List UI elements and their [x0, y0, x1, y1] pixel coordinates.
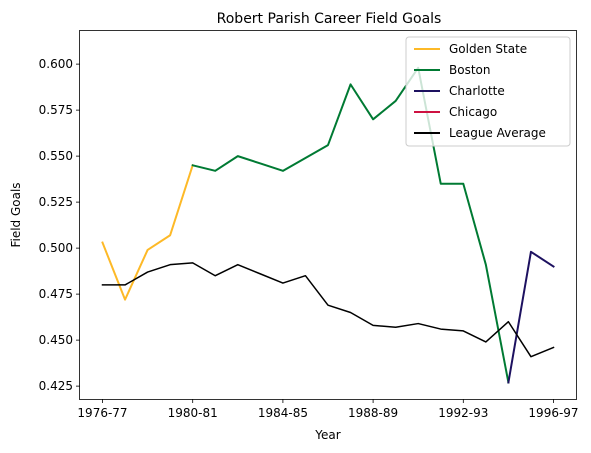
x-tick-label: 1984-85	[258, 406, 308, 420]
series-line-charlotte	[507, 250, 555, 384]
y-tick-label: 0.450	[39, 333, 73, 347]
x-axis-label: Year	[314, 428, 340, 442]
x-tick-label: 1992-93	[438, 406, 488, 420]
series-line-boston	[191, 66, 510, 384]
y-axis-label: Field Goals	[9, 182, 23, 247]
y-tick-label: 0.525	[39, 195, 73, 209]
series-line-league-average	[101, 262, 555, 358]
legend: Golden State Boston Charlotte Chicago League…	[405, 36, 571, 147]
legend-label: League Average	[449, 126, 546, 140]
legend-label: Boston	[449, 63, 490, 77]
y-axis: 0.425 0.450 0.475 0.500 0.525 0.550 0.575 0.600	[39, 57, 80, 393]
series-line-golden-state	[101, 164, 194, 301]
legend-label: Charlotte	[449, 84, 505, 98]
plot-frame	[79, 30, 577, 400]
plot-area	[101, 66, 555, 384]
legend-label: Golden State	[449, 42, 527, 56]
y-tick-label: 0.550	[39, 149, 73, 163]
legend-box	[405, 36, 571, 147]
y-tick-label: 0.600	[39, 57, 73, 71]
x-tick-label: 1996-97	[528, 406, 578, 420]
legend-label: Chicago	[449, 105, 497, 119]
chart-title: Robert Parish Career Field Goals	[217, 11, 442, 27]
y-tick-label: 0.425	[39, 379, 73, 393]
x-tick-label: 1980-81	[168, 406, 218, 420]
y-tick-label: 0.475	[39, 287, 73, 301]
y-tick-label: 0.500	[39, 241, 73, 255]
x-axis: 1976-77 1980-81 1984-85 1988-89 1992-93 1996-…	[77, 399, 579, 420]
y-tick-label: 0.575	[39, 103, 73, 117]
x-tick-label: 1976-77	[77, 406, 127, 420]
x-tick-label: 1988-89	[348, 406, 398, 420]
